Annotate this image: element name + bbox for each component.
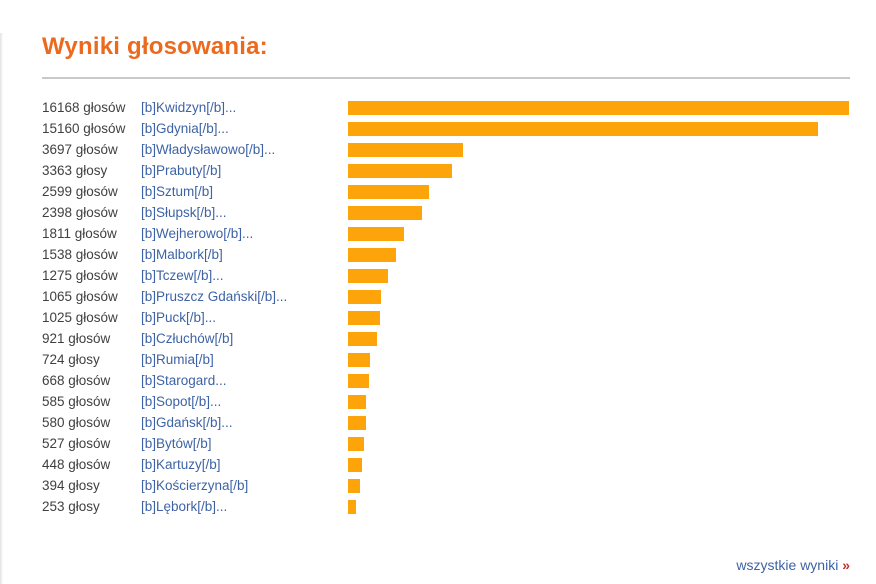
double-angle-right-icon: » xyxy=(842,557,850,573)
vote-count-label: 921 głosów xyxy=(42,331,111,346)
result-row: 3697 głosów [b]Władysławowo[/b]... xyxy=(0,139,876,160)
vote-bar xyxy=(348,226,404,241)
vote-bar xyxy=(348,415,366,430)
city-link[interactable]: [b]Kartuzy[/b] xyxy=(141,457,221,472)
vote-count-label: 1065 głosów xyxy=(42,289,118,304)
vote-count-label: 1538 głosów xyxy=(42,247,118,262)
city-link[interactable]: [b]Władysławowo[/b]... xyxy=(141,142,276,157)
vote-count-label: 1275 głosów xyxy=(42,268,118,283)
result-row: 2398 głosów [b]Słupsk[/b]... xyxy=(0,202,876,223)
city-link[interactable]: [b]Rumia[/b] xyxy=(141,352,214,367)
result-row: 2599 głosów [b]Sztum[/b] xyxy=(0,181,876,202)
city-link[interactable]: [b]Gdańsk[/b]... xyxy=(141,415,233,430)
result-row: 527 głosów [b]Bytów[/b] xyxy=(0,433,876,454)
result-row: 1811 głosów [b]Wejherowo[/b]... xyxy=(0,223,876,244)
city-link[interactable]: [b]Sopot[/b]... xyxy=(141,394,222,409)
result-row: 394 głosy [b]Kościerzyna[/b] xyxy=(0,475,876,496)
vote-count-label: 3363 głosy xyxy=(42,163,108,178)
vote-bar xyxy=(348,184,429,199)
vote-bar xyxy=(348,373,369,388)
city-link[interactable]: [b]Kościerzyna[/b] xyxy=(141,478,249,493)
page-left-border xyxy=(0,33,3,584)
city-link[interactable]: [b]Wejherowo[/b]... xyxy=(141,226,254,241)
vote-bar xyxy=(348,205,422,220)
all-results-link[interactable]: wszystkie wyniki » xyxy=(736,557,850,573)
vote-bar xyxy=(348,163,452,178)
city-link[interactable]: [b]Tczew[/b]... xyxy=(141,268,224,283)
vote-count-label: 2398 głosów xyxy=(42,205,118,220)
footer: wszystkie wyniki » xyxy=(736,557,850,573)
result-row: 15160 głosów [b]Gdynia[/b]... xyxy=(0,118,876,139)
vote-count-label: 724 głosy xyxy=(42,352,100,367)
city-link[interactable]: [b]Prabuty[/b] xyxy=(141,163,222,178)
vote-bar xyxy=(348,310,380,325)
vote-count-label: 580 głosów xyxy=(42,415,111,430)
vote-count-label: 3697 głosów xyxy=(42,142,118,157)
vote-bar xyxy=(348,436,364,451)
vote-bar xyxy=(348,247,396,262)
vote-bar xyxy=(348,142,463,157)
vote-count-label: 394 głosy xyxy=(42,478,100,493)
city-link[interactable]: [b]Puck[/b]... xyxy=(141,310,217,325)
result-row: 724 głosy [b]Rumia[/b] xyxy=(0,349,876,370)
city-link[interactable]: [b]Kwidzyn[/b]... xyxy=(141,100,237,115)
vote-count-label: 15160 głosów xyxy=(42,121,126,136)
vote-bar xyxy=(348,352,370,367)
vote-bar xyxy=(348,478,360,493)
city-link[interactable]: [b]Pruszcz Gdański[/b]... xyxy=(141,289,288,304)
vote-count-label: 1811 głosów xyxy=(42,226,117,241)
vote-count-label: 2599 głosów xyxy=(42,184,118,199)
vote-count-label: 585 głosów xyxy=(42,394,111,409)
result-row: 16168 głosów [b]Kwidzyn[/b]... xyxy=(0,97,876,118)
result-row: 585 głosów [b]Sopot[/b]... xyxy=(0,391,876,412)
title-divider xyxy=(42,77,850,79)
city-link[interactable]: [b]Bytów[/b] xyxy=(141,436,212,451)
vote-bar xyxy=(348,394,366,409)
vote-count-label: 253 głosy xyxy=(42,499,100,514)
vote-bar xyxy=(348,331,377,346)
result-row: 580 głosów [b]Gdańsk[/b]... xyxy=(0,412,876,433)
city-link[interactable]: [b]Starogard... xyxy=(141,373,227,388)
result-row: 921 głosów [b]Człuchów[/b] xyxy=(0,328,876,349)
result-row: 1065 głosów [b]Pruszcz Gdański[/b]... xyxy=(0,286,876,307)
all-results-link-label: wszystkie wyniki xyxy=(736,557,839,573)
result-row: 1025 głosów [b]Puck[/b]... xyxy=(0,307,876,328)
city-link[interactable]: [b]Człuchów[/b] xyxy=(141,331,234,346)
city-link[interactable]: [b]Gdynia[/b]... xyxy=(141,121,229,136)
vote-count-label: 16168 głosów xyxy=(42,100,126,115)
page-title: Wyniki głosowania: xyxy=(42,33,268,60)
city-link[interactable]: [b]Słupsk[/b]... xyxy=(141,205,227,220)
result-row: 253 głosy [b]Lębork[/b]... xyxy=(0,496,876,517)
result-row: 1275 głosów [b]Tczew[/b]... xyxy=(0,265,876,286)
city-link[interactable]: [b]Malbork[/b] xyxy=(141,247,223,262)
vote-bar xyxy=(348,289,381,304)
vote-bar xyxy=(348,499,356,514)
city-link[interactable]: [b]Lębork[/b]... xyxy=(141,499,228,514)
vote-bar xyxy=(348,121,818,136)
vote-bar xyxy=(348,100,849,115)
vote-bar xyxy=(348,268,388,283)
vote-count-label: 527 głosów xyxy=(42,436,111,451)
result-row: 1538 głosów [b]Malbork[/b] xyxy=(0,244,876,265)
vote-bar xyxy=(348,457,362,472)
result-row: 448 głosów [b]Kartuzy[/b] xyxy=(0,454,876,475)
city-link[interactable]: [b]Sztum[/b] xyxy=(141,184,214,199)
result-row: 3363 głosy [b]Prabuty[/b] xyxy=(0,160,876,181)
results-list: 16168 głosów [b]Kwidzyn[/b]... 15160 głosó… xyxy=(0,97,876,517)
result-row: 668 głosów [b]Starogard... xyxy=(0,370,876,391)
vote-count-label: 668 głosów xyxy=(42,373,111,388)
vote-count-label: 1025 głosów xyxy=(42,310,118,325)
vote-count-label: 448 głosów xyxy=(42,457,111,472)
